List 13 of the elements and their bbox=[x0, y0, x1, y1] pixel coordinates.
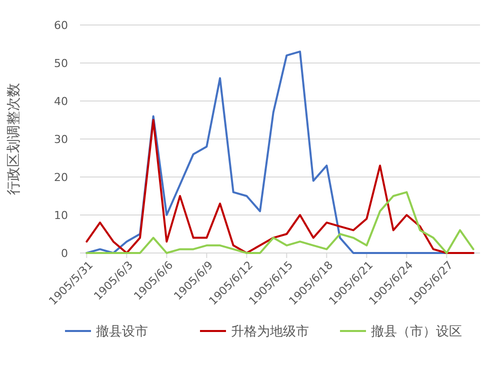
y-tick-label: 10 bbox=[54, 208, 68, 222]
y-tick-label: 20 bbox=[54, 170, 68, 184]
line-series bbox=[86, 191, 474, 254]
y-tick-label: 40 bbox=[54, 94, 68, 108]
y-tick-label: 60 bbox=[54, 18, 68, 32]
legend-label: 升格为地级市 bbox=[231, 324, 309, 340]
legend-label: 撤县设市 bbox=[96, 324, 148, 340]
y-tick-label: 50 bbox=[54, 56, 68, 70]
y-axis-title: 行政区划调整次数 bbox=[6, 83, 22, 195]
y-tick-label: 30 bbox=[54, 132, 68, 146]
y-tick-label: 0 bbox=[61, 246, 68, 260]
legend-label: 撤县（市）设区 bbox=[371, 324, 462, 340]
line-series bbox=[86, 119, 474, 254]
